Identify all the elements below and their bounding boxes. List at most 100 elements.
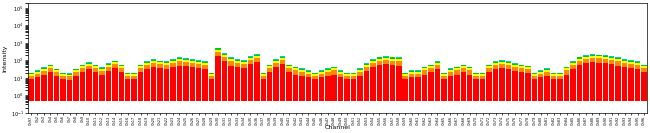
Bar bbox=[112, 61, 118, 62]
Bar bbox=[506, 65, 511, 69]
Bar bbox=[629, 68, 634, 101]
Bar bbox=[590, 62, 595, 101]
Bar bbox=[261, 73, 266, 74]
Bar bbox=[609, 57, 614, 58]
Bar bbox=[358, 70, 363, 72]
Bar bbox=[267, 65, 272, 66]
Bar bbox=[551, 73, 556, 74]
Bar bbox=[235, 59, 240, 60]
Bar bbox=[177, 58, 182, 59]
Bar bbox=[60, 79, 66, 101]
Bar bbox=[112, 64, 118, 68]
Bar bbox=[325, 68, 330, 69]
Bar bbox=[351, 73, 356, 74]
Bar bbox=[590, 54, 595, 55]
Bar bbox=[609, 56, 614, 57]
Bar bbox=[376, 65, 382, 101]
Bar bbox=[519, 65, 524, 66]
Bar bbox=[422, 74, 427, 101]
Bar bbox=[215, 49, 221, 52]
Bar bbox=[616, 59, 621, 61]
Bar bbox=[519, 66, 524, 68]
Bar bbox=[196, 61, 202, 62]
Bar bbox=[222, 61, 227, 101]
Bar bbox=[389, 65, 395, 101]
Y-axis label: Intensity: Intensity bbox=[3, 44, 8, 72]
Bar bbox=[118, 66, 124, 68]
Bar bbox=[338, 70, 343, 71]
Bar bbox=[519, 68, 524, 72]
Bar bbox=[383, 60, 389, 64]
Bar bbox=[551, 76, 556, 79]
Bar bbox=[622, 61, 627, 63]
Bar bbox=[448, 68, 453, 69]
Bar bbox=[34, 70, 40, 71]
Bar bbox=[190, 61, 195, 63]
Bar bbox=[376, 61, 382, 65]
Bar bbox=[112, 62, 118, 64]
Bar bbox=[177, 59, 182, 61]
Bar bbox=[409, 72, 415, 74]
Bar bbox=[118, 65, 124, 66]
Bar bbox=[86, 63, 92, 64]
Bar bbox=[41, 67, 47, 68]
Bar bbox=[318, 72, 324, 74]
Bar bbox=[280, 60, 285, 64]
Bar bbox=[325, 69, 330, 70]
Bar bbox=[622, 59, 627, 60]
Bar bbox=[274, 61, 279, 63]
Bar bbox=[532, 74, 537, 76]
Bar bbox=[312, 76, 318, 79]
Bar bbox=[415, 71, 421, 72]
Bar bbox=[461, 65, 466, 66]
Bar bbox=[299, 72, 305, 76]
Bar bbox=[299, 68, 305, 69]
Bar bbox=[164, 69, 169, 101]
Bar bbox=[557, 79, 563, 101]
Bar bbox=[577, 57, 582, 59]
Bar bbox=[228, 59, 234, 61]
Bar bbox=[99, 68, 105, 69]
Bar bbox=[125, 74, 131, 76]
Bar bbox=[545, 68, 550, 69]
Bar bbox=[118, 72, 124, 101]
Bar bbox=[190, 59, 195, 60]
Bar bbox=[144, 61, 150, 62]
Bar bbox=[99, 71, 105, 74]
Bar bbox=[125, 76, 131, 79]
Bar bbox=[241, 62, 246, 64]
Bar bbox=[441, 76, 447, 79]
Bar bbox=[545, 70, 550, 72]
Bar bbox=[261, 79, 266, 101]
Bar bbox=[325, 72, 330, 76]
Bar bbox=[344, 76, 350, 79]
Bar bbox=[428, 72, 434, 101]
Bar bbox=[642, 66, 647, 68]
Bar bbox=[616, 57, 621, 58]
Bar bbox=[428, 65, 434, 66]
Bar bbox=[364, 63, 369, 64]
Bar bbox=[73, 69, 79, 70]
Bar bbox=[112, 68, 118, 101]
Bar bbox=[370, 60, 376, 61]
Bar bbox=[138, 65, 144, 66]
Bar bbox=[461, 68, 466, 72]
Bar bbox=[389, 59, 395, 61]
Bar bbox=[532, 79, 537, 101]
Bar bbox=[415, 78, 421, 101]
Bar bbox=[144, 62, 150, 63]
Bar bbox=[564, 68, 569, 70]
Bar bbox=[629, 60, 634, 61]
Bar bbox=[151, 60, 156, 61]
Bar bbox=[325, 70, 330, 72]
Bar bbox=[596, 58, 601, 63]
Bar bbox=[616, 58, 621, 59]
Bar bbox=[196, 64, 202, 68]
Bar bbox=[364, 67, 369, 71]
Bar bbox=[312, 79, 318, 101]
Bar bbox=[105, 67, 111, 71]
Bar bbox=[351, 79, 356, 101]
Bar bbox=[41, 68, 47, 69]
Bar bbox=[441, 74, 447, 76]
Bar bbox=[473, 76, 479, 79]
